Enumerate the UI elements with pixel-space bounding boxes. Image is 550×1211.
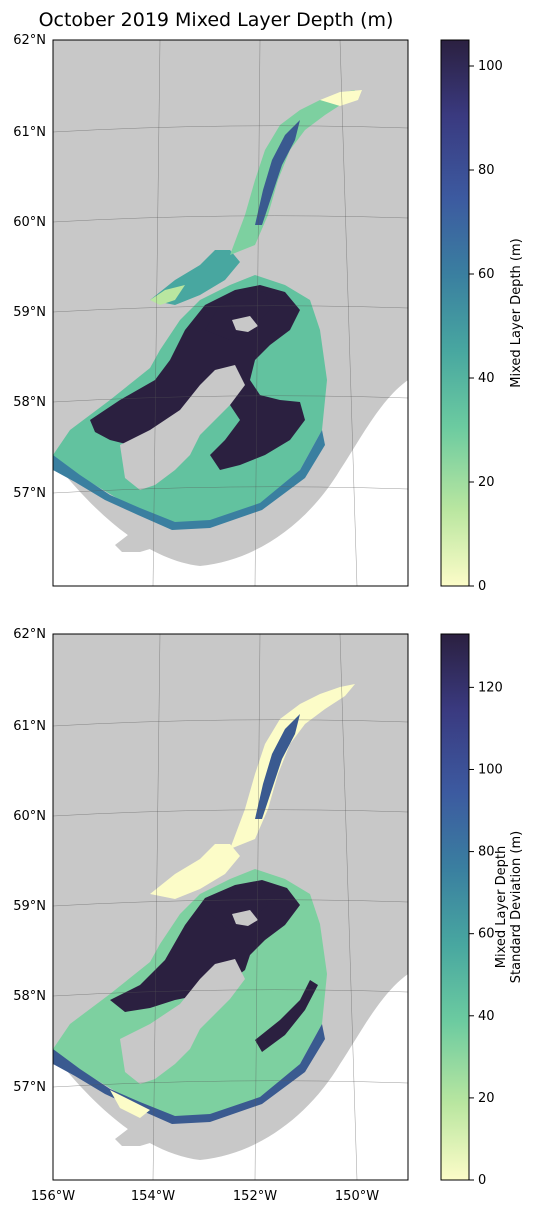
colorbar-tick-label: 20	[478, 1091, 495, 1106]
latitude-tick-label: 57°N	[13, 1080, 46, 1095]
figure-title: October 2019 Mixed Layer Depth (m)	[39, 9, 394, 31]
shumagin-islands	[115, 1129, 160, 1146]
graticule	[53, 634, 408, 1180]
ocean-area	[53, 974, 408, 1180]
colorbar-gradient	[440, 39, 470, 587]
colorbar-tick-label: 40	[478, 1009, 495, 1024]
colorbar-tick-label: 80	[478, 845, 495, 860]
colorbar-tick-label: 40	[478, 371, 495, 386]
longitude-tick-label: 150°W	[335, 1189, 379, 1204]
longitude-ticks: 156°W 154°W 152°W 150°W	[31, 1189, 379, 1204]
colorbar-label: Mixed Layer Depth (m)	[509, 238, 524, 387]
colorbar-tick-label: 120	[478, 680, 503, 695]
colorbar-tick-label: 60	[478, 267, 495, 282]
latitude-tick-label: 57°N	[13, 486, 46, 501]
colorbar-tick-label: 0	[478, 579, 486, 594]
latitude-tick-label: 59°N	[13, 899, 46, 914]
colorbar-label-line: Mixed Layer Depth (m)	[509, 238, 524, 387]
colorbar-tick-label: 0	[478, 1173, 486, 1188]
colorbar-tick-label: 60	[478, 927, 495, 942]
colorbar-tick-label: 100	[478, 59, 503, 74]
latitude-tick-label: 58°N	[13, 395, 46, 410]
latitude-tick-label: 58°N	[13, 989, 46, 1004]
colorbar-gradient	[440, 633, 470, 1181]
colorbar-tick-label: 100	[478, 762, 503, 777]
longitude-tick-label: 156°W	[31, 1189, 75, 1204]
colorbar-label-line: Standard Deviation (m)	[509, 831, 524, 983]
colorbar-tick-label: 80	[478, 163, 495, 178]
colorbar-label: Mixed Layer DepthStandard Deviation (m)	[494, 831, 524, 983]
colorbar-ticks: 0 20 40 60 80 100 120	[469, 680, 503, 1188]
graticule	[53, 40, 408, 586]
latitude-tick-label: 59°N	[13, 305, 46, 320]
latitude-ticks: 62°N 61°N 60°N 59°N 58°N 57°N	[13, 33, 46, 501]
latitude-tick-label: 60°N	[13, 215, 46, 230]
latitude-tick-label: 62°N	[13, 627, 46, 642]
latitude-tick-label: 61°N	[13, 125, 46, 140]
island-small	[232, 316, 258, 332]
latitude-ticks: 62°N 61°N 60°N 59°N 58°N 57°N	[13, 627, 46, 1095]
latitude-tick-label: 60°N	[13, 809, 46, 824]
map-frame	[52, 39, 409, 587]
colorbar: 0 20 40 60 80 100 120 Mixed Layer DepthStandar…	[440, 633, 524, 1188]
panel-mixed-layer-depth: 62°N 61°N 60°N 59°N 58°N 57°N 0 20 40 60 80 100 Mi…	[13, 33, 524, 594]
colorbar-label-line: Mixed Layer Depth	[494, 846, 509, 968]
latitude-tick-label: 61°N	[13, 719, 46, 734]
island-small	[232, 910, 258, 926]
longitude-tick-label: 154°W	[131, 1189, 175, 1204]
panel-mixed-layer-depth-std: 62°N 61°N 60°N 59°N 58°N 57°N 156°W 154°W 152°W…	[13, 627, 524, 1204]
shumagin-islands	[115, 535, 160, 552]
latitude-tick-label: 62°N	[13, 33, 46, 48]
colorbar-tick-label: 20	[478, 475, 495, 490]
longitude-tick-label: 152°W	[233, 1189, 277, 1204]
colorbar-ticks: 0 20 40 60 80 100	[469, 59, 503, 594]
map-frame	[52, 633, 409, 1181]
ocean-area	[53, 380, 408, 586]
colorbar: 0 20 40 60 80 100 Mixed Layer Depth (m)	[440, 39, 524, 594]
